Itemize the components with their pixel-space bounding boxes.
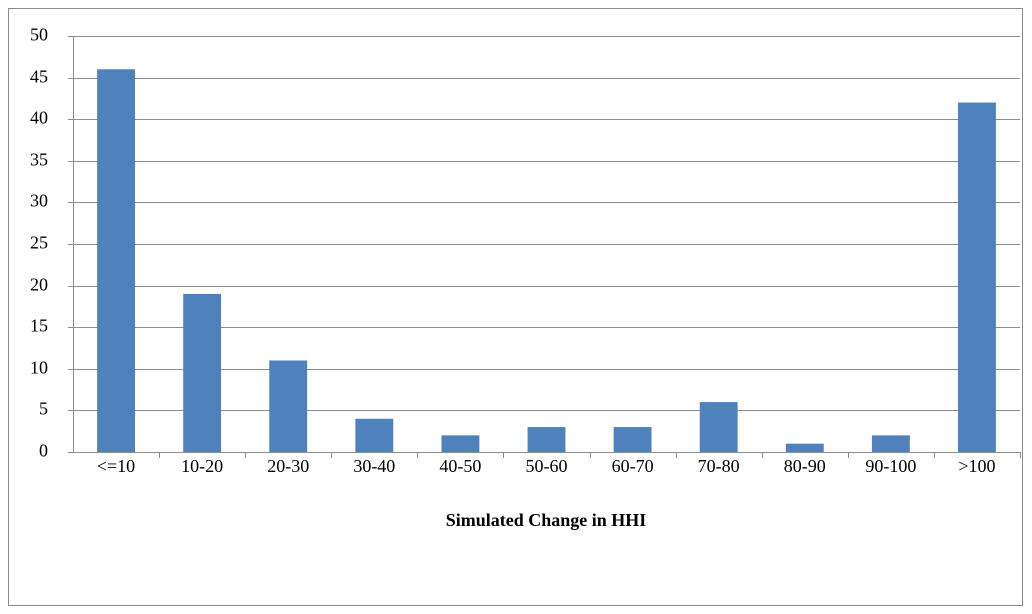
y-tick-label: 50 xyxy=(30,25,48,45)
y-tick-label: 5 xyxy=(39,399,48,419)
y-tick-label: 40 xyxy=(30,108,48,128)
x-tick-label: 50-60 xyxy=(526,456,568,476)
x-tick-label: 90-100 xyxy=(865,456,916,476)
chart-border xyxy=(8,8,1023,606)
x-tick-label: 60-70 xyxy=(612,456,654,476)
y-tick-label: 0 xyxy=(39,441,48,461)
y-tick-label: 30 xyxy=(30,191,48,211)
x-tick-label: 10-20 xyxy=(181,456,223,476)
y-tick-label: 35 xyxy=(30,150,48,170)
x-tick-label: <=10 xyxy=(97,456,135,476)
bar xyxy=(441,435,480,452)
bar xyxy=(613,427,652,452)
y-tick-label: 25 xyxy=(30,233,48,253)
bar xyxy=(183,293,222,452)
y-tick-label: 10 xyxy=(30,358,48,378)
bar xyxy=(527,427,566,452)
y-tick-label: 20 xyxy=(30,275,48,295)
bar xyxy=(871,435,910,452)
bar xyxy=(785,443,824,452)
x-tick-label: 40-50 xyxy=(439,456,481,476)
x-tick-label: >100 xyxy=(958,456,995,476)
x-tick-label: 80-90 xyxy=(784,456,826,476)
bar xyxy=(97,69,135,452)
x-tick-label: 20-30 xyxy=(267,456,309,476)
y-tick-label: 45 xyxy=(30,67,48,87)
x-axis-title: Simulated Change in HHI xyxy=(446,510,647,530)
bar xyxy=(355,418,394,452)
bar xyxy=(958,102,996,452)
bar xyxy=(269,360,308,452)
y-tick-label: 15 xyxy=(30,316,48,336)
bar xyxy=(699,402,738,452)
x-tick-label: 70-80 xyxy=(698,456,740,476)
x-tick-label: 30-40 xyxy=(353,456,395,476)
